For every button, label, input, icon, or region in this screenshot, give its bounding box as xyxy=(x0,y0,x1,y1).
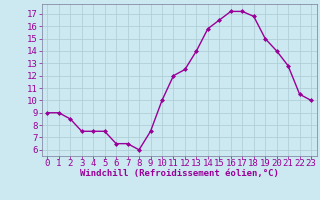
X-axis label: Windchill (Refroidissement éolien,°C): Windchill (Refroidissement éolien,°C) xyxy=(80,169,279,178)
